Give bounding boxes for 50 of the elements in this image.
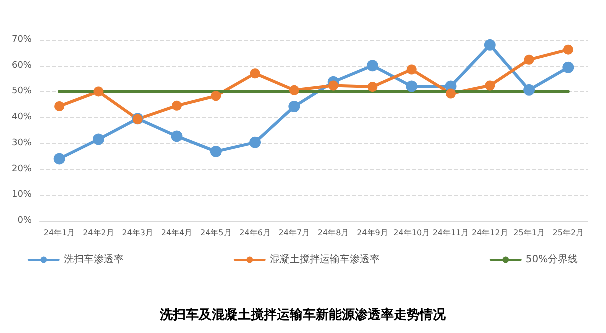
point [485, 80, 496, 91]
x-tick-label: 24年5月 [200, 228, 232, 238]
point [289, 85, 300, 96]
point [92, 134, 104, 146]
point [446, 88, 456, 99]
x-tick-label: 24年3月 [122, 228, 154, 238]
legend-label: 混凝土搅拌运输车渗透率 [270, 254, 380, 266]
x-tick-label: 24年10月 [394, 228, 430, 238]
point [328, 80, 339, 91]
point [250, 136, 262, 148]
x-tick-label: 24年1月 [44, 228, 76, 238]
x-tick-label: 24年11月 [432, 228, 470, 238]
x-tick-label: 24年12月 [472, 228, 508, 238]
y-tick-label: 40% [12, 112, 32, 123]
point [288, 100, 300, 112]
point [250, 68, 260, 79]
legend-label: 50%分界线 [526, 254, 578, 266]
point [562, 62, 574, 74]
y-tick-label: 70% [12, 35, 32, 45]
point [54, 101, 65, 112]
point [210, 146, 222, 158]
y-tick-label: 60% [12, 60, 32, 71]
point [563, 44, 574, 55]
y-tick-label: 0% [18, 216, 32, 226]
x-tick-label: 24年4月 [161, 228, 193, 238]
point [366, 60, 378, 72]
point [406, 80, 418, 92]
x-tick-label: 24年9月 [357, 228, 388, 238]
point [172, 100, 182, 111]
point [484, 39, 496, 51]
x-tick-label: 25年1月 [514, 228, 545, 238]
y-tick-label: 10% [12, 190, 32, 200]
point [171, 130, 183, 142]
x-tick-label: 24年8月 [318, 228, 350, 238]
point [406, 64, 417, 75]
y-tick-label: 20% [12, 164, 32, 174]
text: 洗扫车及混凝土搅拌运输车新能源渗透率走势情况 [159, 307, 447, 323]
legend-label: 洗扫车渗透率 [64, 254, 124, 266]
point [211, 91, 222, 102]
point [94, 86, 104, 97]
point [54, 153, 66, 165]
x-tick-label: 24年2月 [83, 228, 114, 238]
point [524, 54, 534, 65]
x-tick-label: 24年7月 [278, 228, 310, 238]
point [524, 84, 536, 96]
x-tick-label: 25年2月 [552, 228, 584, 238]
point [368, 82, 378, 92]
y-tick-label: 50% [12, 86, 32, 97]
x-tick-label: 24年6月 [240, 228, 271, 238]
y-tick-label: 30% [12, 138, 32, 148]
